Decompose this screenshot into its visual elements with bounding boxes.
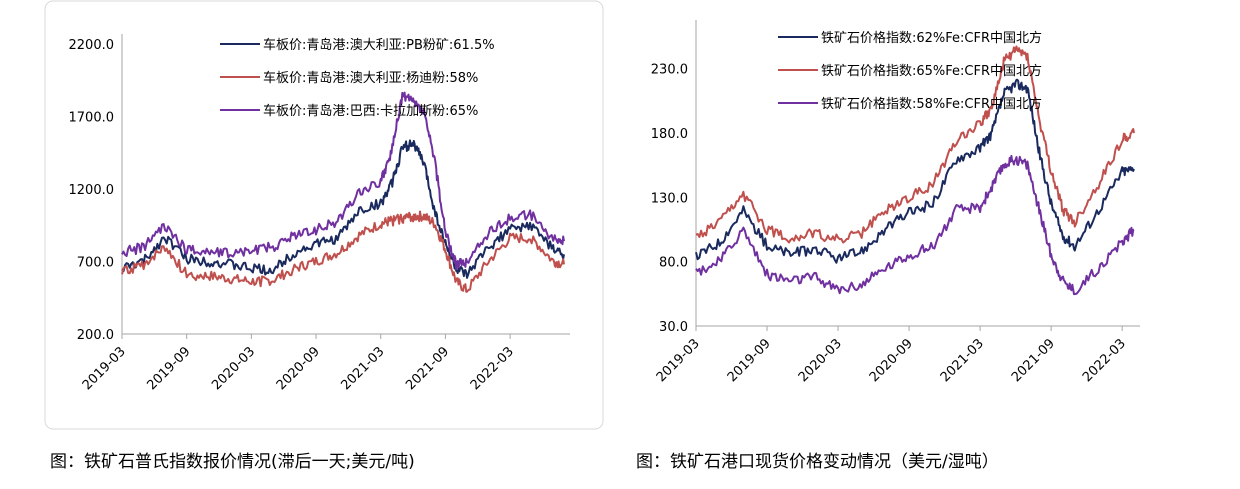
x-tick-label: 2019-03 [654,336,703,385]
y-tick-label: 30.0 [659,320,688,335]
x-tick-label: 2019-09 [144,344,193,393]
y-tick-label: 80.0 [659,256,688,271]
chart-frame [44,0,604,430]
y-tick-label: 180.0 [651,127,688,142]
series-line-2 [121,91,565,271]
series-line-2 [695,154,1135,296]
legend-label-0: 铁矿石价格指数:62%Fe:CFR中国北方 [821,30,1042,46]
legend-label-2: 车板价:青岛港:巴西:卡拉加斯粉:65% [263,103,478,119]
x-tick-label: 2021-03 [938,336,987,385]
x-tick-label: 2020-03 [209,344,258,393]
x-tick-label: 2019-03 [80,344,129,393]
caption-left: 图：铁矿石普氏指数报价情况(滞后一天;美元/吨) [50,452,415,472]
chart-panel-left: 2200.0 1700.0 1200.0 700.0 200.0 2019-03 2019-… [44,0,604,430]
legend-label-1: 铁矿石价格指数:65%Fe:CFR中国北方 [821,63,1042,79]
y-tick-label: 230.0 [651,63,688,78]
x-tick-label: 2021-09 [1009,336,1058,385]
x-tick-label: 2019-09 [725,336,774,385]
chart-panel-right: 230.0 180.0 130.0 80.0 30.0 2019-03 2019-09 202… [636,0,1156,430]
y-tick-label: 1700.0 [69,111,115,126]
y-tick-label: 700.0 [77,256,114,271]
y-tick-label: 200.0 [77,328,114,343]
series-line-1 [121,210,565,293]
x-tick-label: 2021-09 [403,344,452,393]
x-tick-label: 2020-09 [867,336,916,385]
y-tick-label: 2200.0 [69,38,115,53]
y-tick-label: 130.0 [651,191,688,206]
legend-label-0: 车板价:青岛港:澳大利亚:PB粉矿:61.5% [263,37,495,53]
series-line-0 [695,78,1135,264]
x-tick-label: 2022-03 [1080,336,1129,385]
series-line-1 [695,45,1135,244]
caption-right: 图：铁矿石港口现货价格变动情况（美元/湿吨） [636,452,999,472]
x-tick-label: 2022-03 [468,344,517,393]
x-tick-label: 2020-03 [796,336,845,385]
x-tick-label: 2020-09 [274,344,323,393]
y-tick-label: 1200.0 [69,183,115,198]
series-line-0 [121,139,565,279]
legend-label-1: 车板价:青岛港:澳大利亚:杨迪粉:58% [263,70,478,86]
x-tick-label: 2021-03 [339,344,388,393]
legend-label-2: 铁矿石价格指数:58%Fe:CFR中国北方 [821,96,1042,112]
